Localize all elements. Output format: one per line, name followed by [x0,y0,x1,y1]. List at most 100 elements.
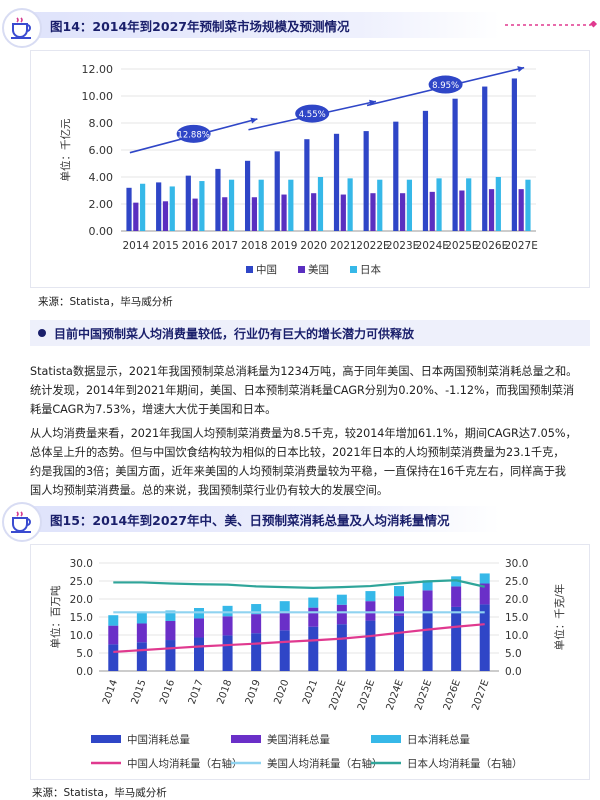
paragraph-line: 约是我国的3倍；美国方面，近年来美国的人均预制菜消费量较为平稳，一直保持在16千… [30,465,566,478]
bar-日本 [436,178,442,231]
legend-swatch [350,266,357,273]
bar-中国 [511,78,517,231]
line-中国人均消耗量（右轴） [113,623,485,654]
legend-label: 中国消耗总量 [127,733,190,746]
paragraph-line: Statista数据显示，2021年我国预制菜总消耗量为1234万吨，高于同年美… [30,365,578,378]
legend-label: 日本消耗总量 [407,733,470,746]
bar-日本 [288,179,294,231]
y-left-tick-label: 30.0 [70,558,93,570]
y-right-tick-label: 15.0 [505,612,528,624]
x-tick-label: 2026E [475,240,508,252]
legend-swatch [246,266,253,273]
y-axis-label: 单位：千亿元 [59,118,72,181]
bar-美国 [488,189,495,231]
legend-label: 中国人均消耗量（右轴） [127,757,243,770]
stacked-bar-美国消耗总量 [279,611,290,631]
x-tick-label: 2018 [241,240,268,252]
x-tick-label: 2015 [152,240,179,252]
bar-日本 [169,186,175,231]
x-tick-label: 2022E [356,240,389,252]
fig14-title-bar: 图14：2014年到2027年预制菜市场规模及预测情况 [0,6,600,48]
stacked-bar-日本消耗总量 [308,597,319,608]
y-right-tick-label: 10.0 [505,630,528,642]
bar-美国 [429,191,435,231]
x-tick-label: 2022E [327,678,348,712]
stacked-bar-中国消耗总量 [308,626,319,671]
x-tick-label: 2017 [187,678,206,706]
legend-label: 美国消耗总量 [267,733,330,746]
bar-日本 [525,179,531,231]
stacked-bar-美国消耗总量 [308,607,319,627]
bar-美国 [518,189,524,231]
legend-label: 日本人均消耗量（右轴） [407,757,523,770]
legend-swatch [298,266,305,273]
x-tick-label: 2018 [215,678,234,706]
y-right-axis-label: 单位：千克/年 [553,584,566,651]
fig15-title-bar: 图15：2014年到2027年中、美、日预制菜消耗总量及人均消耗量情况 [0,500,600,542]
bar-美国 [222,197,228,231]
fig14-chart-frame: 0.00 2.00 4.00 6.00 8.00 10.00 12.00 单位：千亿元 2014… [30,50,590,288]
stacked-bar-中国消耗总量 [394,615,404,671]
y-left-tick-label: 5.0 [76,648,93,660]
y-tick-label: 12.00 [82,63,114,76]
bar-中国 [156,182,162,231]
bar-中国 [482,86,488,231]
stacked-bar-日本消耗总量 [365,591,376,602]
paragraph-line: 总体呈上升的态势。但与中国饮食结构较为相似的日本比较，2021年日本的人均预制菜… [30,446,565,459]
legend-label: 美国 [308,263,329,276]
stacked-bar-日本消耗总量 [394,586,404,597]
growth-rate-badge [295,104,330,123]
y-left-tick-label: 0.0 [76,666,93,678]
y-tick-label: 4.00 [89,171,114,184]
fig15-chart-frame: 0.0 0.0 5.0 5.0 10.0 10.0 15.0 15.0 20.0 20.0 25.0… [30,544,590,780]
bar-中国 [126,187,132,231]
y-tick-label: 8.00 [89,117,114,130]
x-tick-label: 2017 [211,240,238,252]
fig14-title-band [30,12,500,38]
x-tick-label: 2025E [413,678,434,712]
stacked-bar-美国消耗总量 [136,623,147,643]
bar-中国 [244,160,251,231]
bar-美国 [133,202,139,231]
growth-rate-badge [176,124,211,143]
stacked-bar-中国消耗总量 [165,640,176,671]
section-heading: 目前中国预制菜人均消费量较低，行业仍有巨大的增长潜力可供释放 [54,327,415,341]
legend-swatch [371,735,401,743]
x-tick-label: 2020 [300,240,327,252]
x-tick-label: 2025E [445,240,478,252]
line-日本人均消耗量（右轴） [113,579,485,589]
bar-美国 [192,198,198,231]
bar-美国 [162,201,169,231]
stacked-bar-中国消耗总量 [279,630,290,671]
bar-中国 [215,168,221,231]
x-tick-label: 2019 [271,240,298,252]
bar-美国 [311,193,317,231]
legend-swatch [231,735,261,743]
x-tick-label: 2020 [272,678,291,706]
bar-中国 [185,175,191,231]
bar-中国 [452,98,458,231]
fig15-source: 来源：Statista，毕马威分析 [32,787,167,799]
decorative-divider [505,21,598,28]
fig15-title: 图15：2014年到2027年中、美、日预制菜消耗总量及人均消耗量情况 [50,513,450,528]
bar-日本 [347,178,353,231]
stacked-bar-中国消耗总量 [108,644,119,671]
stacked-bar-日本消耗总量 [136,613,147,624]
y-tick-label: 2.00 [89,198,114,211]
y-right-tick-label: 5.0 [505,648,522,660]
stacked-bar-中国消耗总量 [251,633,262,671]
stacked-bar-日本消耗总量 [336,594,347,605]
stacked-bar-日本消耗总量 [279,601,290,612]
x-tick-label: 2027E [504,240,537,252]
stacked-bar-日本消耗总量 [108,615,119,626]
stacked-bar-美国消耗总量 [251,614,262,634]
x-tick-label: 2023E [356,678,377,712]
x-tick-label: 2016 [158,678,177,706]
stacked-bar-美国消耗总量 [451,586,462,607]
cup-icon [2,8,42,48]
y-tick-label: 10.00 [82,90,114,103]
paragraph-2: 从人均消费量来看，2021年我国人均预制菜消费量为8.5千克，较2014年增加6… [30,424,590,500]
stacked-bar-中国消耗总量 [365,620,376,671]
x-tick-label: 2026E [442,678,463,712]
paragraph-line: 耗量CAGR为7.53%，增速大大优于美国和日本。 [30,403,277,416]
